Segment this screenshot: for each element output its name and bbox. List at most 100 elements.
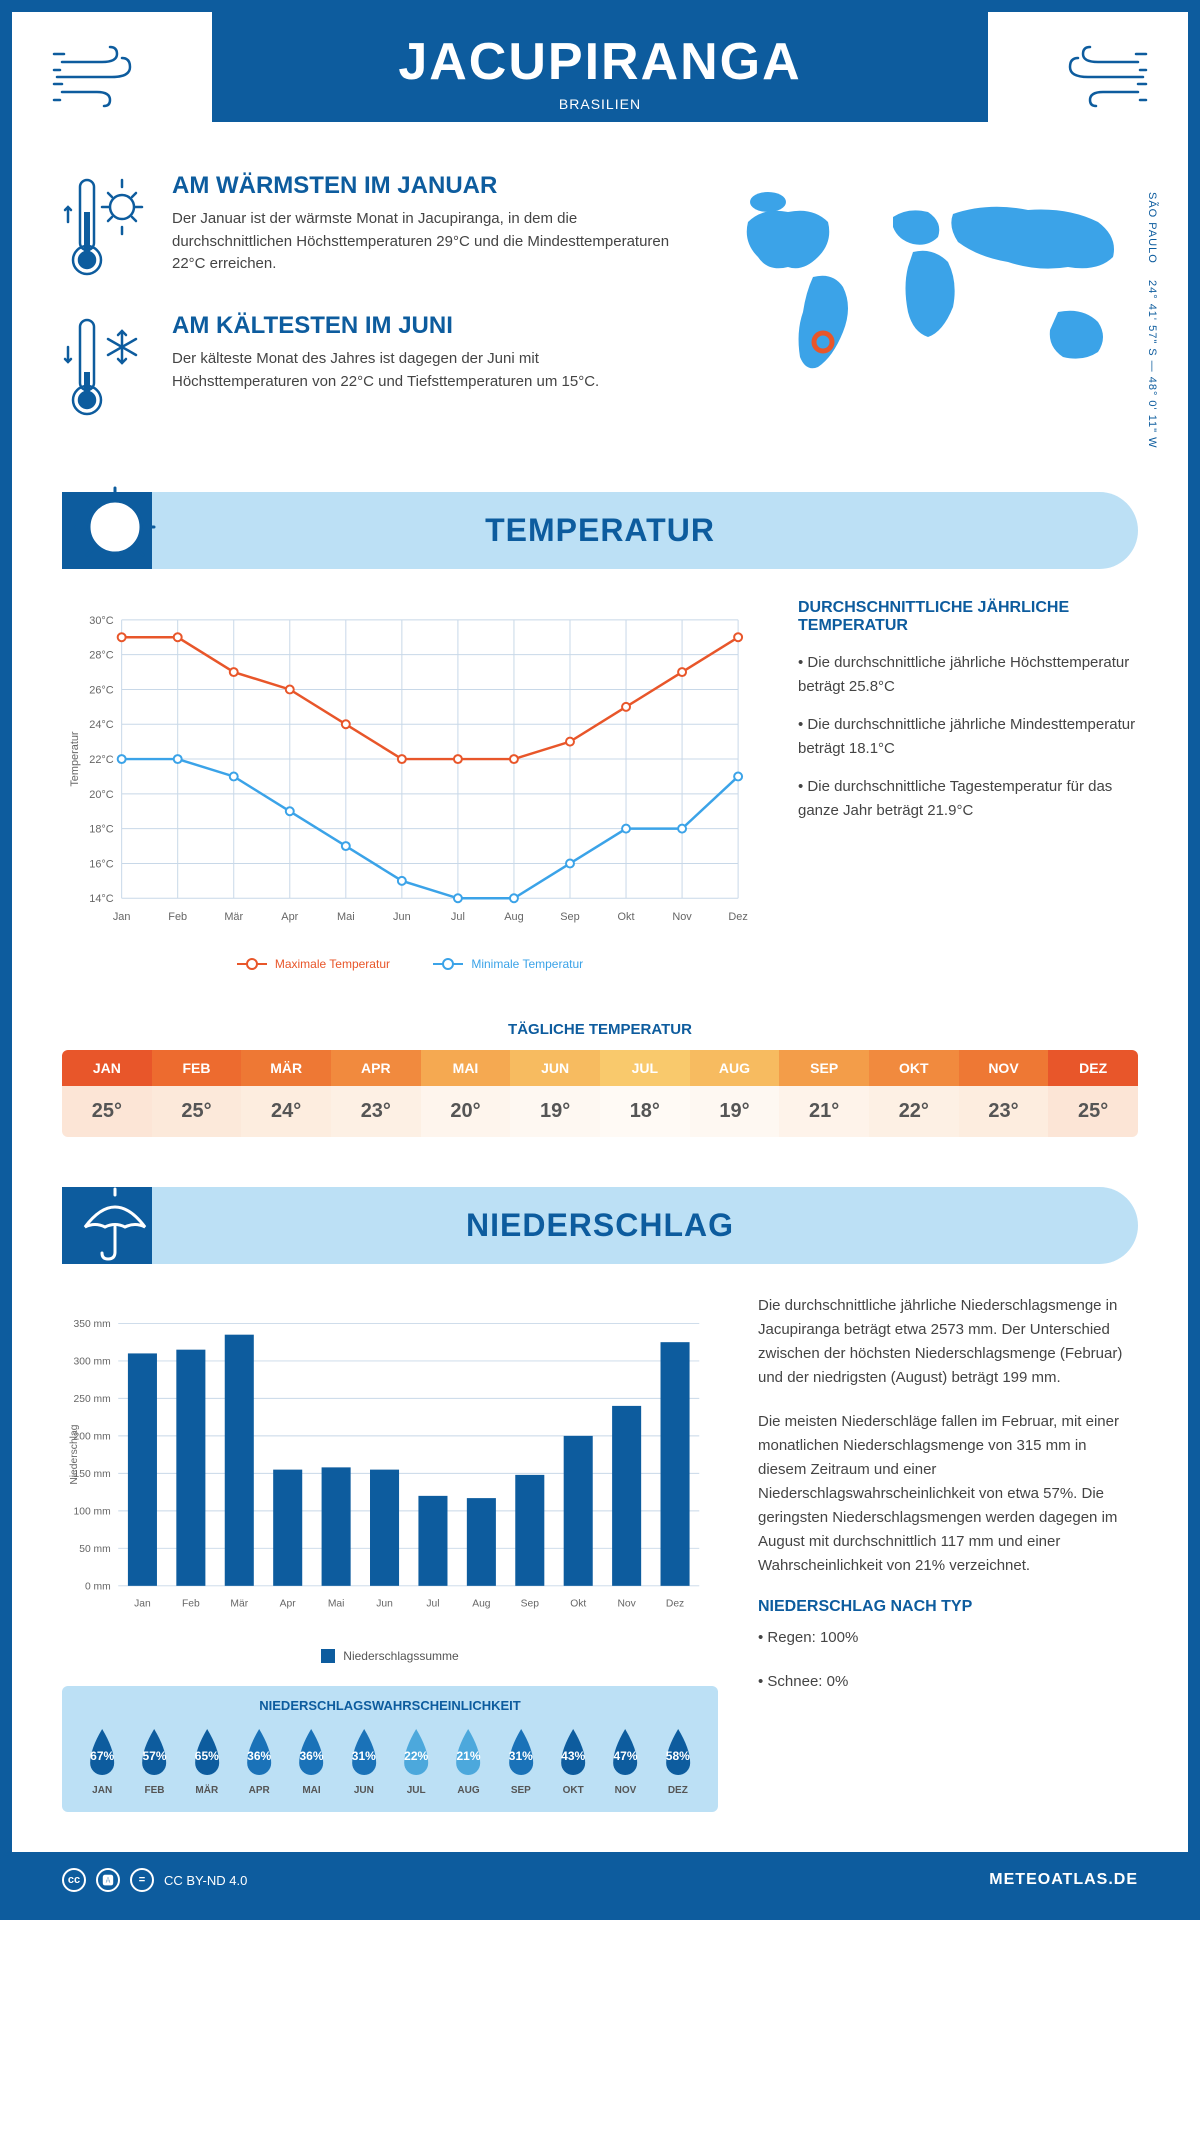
svg-text:250 mm: 250 mm [74,1394,111,1405]
svg-text:Aug: Aug [472,1598,491,1609]
prob-drop: 58% DEZ [654,1725,702,1796]
svg-text:100 mm: 100 mm [74,1507,111,1518]
svg-text:Nov: Nov [617,1598,636,1609]
svg-text:Feb: Feb [182,1598,200,1609]
daily-head: APR [331,1050,421,1086]
sun-icon [70,482,160,572]
temp-bullet-2: • Die durchschnittliche Tagestemperatur … [798,775,1138,823]
svg-text:26°C: 26°C [89,684,114,696]
probability-drops: 67% JAN 57% FEB 65% MÄR 36% APR 36% MAI … [78,1725,702,1796]
footer-brand: METEOATLAS.DE [989,1871,1138,1889]
temp-side-title: DURCHSCHNITTLICHE JÄHRLICHE TEMPERATUR [798,599,1138,635]
daily-value: 23° [959,1086,1049,1137]
temperature-body: 14°C16°C18°C20°C22°C24°C26°C28°C30°CJanF… [12,599,1188,1001]
svg-text:Feb: Feb [168,911,187,923]
temp-legend: Maximale Temperatur Minimale Temperatur [62,954,758,971]
daily-value: 23° [331,1086,421,1137]
precipitation-banner: NIEDERSCHLAG [62,1187,1138,1264]
svg-text:Apr: Apr [280,1598,297,1609]
svg-text:Dez: Dez [666,1598,684,1609]
header-area: JACUPIRANGA BRASILIEN [12,12,1188,122]
precipitation-body: 0 mm50 mm100 mm150 mm200 mm250 mm300 mm3… [12,1294,1188,1852]
daily-value: 19° [690,1086,780,1137]
temp-bullet-1: • Die durchschnittliche jährliche Mindes… [798,713,1138,761]
daily-head: DEZ [1048,1050,1138,1086]
svg-text:18°C: 18°C [89,824,114,836]
nd-icon: = [130,1868,154,1892]
footer-license: cc 🅰 = CC BY-ND 4.0 [62,1868,247,1892]
intro-section: AM WÄRMSTEN IM JANUAR Der Januar ist der… [12,152,1188,492]
page-frame: JACUPIRANGA BRASILIEN [0,0,1200,1920]
daily-head: SEP [779,1050,869,1086]
prob-drop: 43% OKT [549,1725,597,1796]
city-title: JACUPIRANGA [212,32,988,92]
svg-text:Jan: Jan [113,911,131,923]
world-map [718,172,1138,412]
country-subtitle: BRASILIEN [212,96,988,112]
precip-legend: Niederschlagssumme [62,1649,718,1666]
prob-drop: 36% MAI [287,1725,335,1796]
coldest-block: AM KÄLTESTEN IM JUNI Der kälteste Monat … [62,312,678,422]
daily-value: 18° [600,1086,690,1137]
temp-side-text: DURCHSCHNITTLICHE JÄHRLICHE TEMPERATUR •… [798,599,1138,971]
daily-value: 25° [1048,1086,1138,1137]
temp-chart-wrap: 14°C16°C18°C20°C22°C24°C26°C28°C30°CJanF… [62,599,758,971]
daily-value: 25° [62,1086,152,1137]
by-icon: 🅰 [96,1868,120,1892]
precip-left-column: 0 mm50 mm100 mm150 mm200 mm250 mm300 mm3… [62,1294,718,1812]
coordinates: SÃO PAULO 24° 41' 57" S — 48° 0' 11" W [1146,192,1158,448]
svg-text:350 mm: 350 mm [74,1319,111,1330]
svg-text:Jan: Jan [134,1598,151,1609]
daily-value: 20° [421,1086,511,1137]
svg-text:Apr: Apr [281,911,298,923]
daily-head: JAN [62,1050,152,1086]
warmest-text: Der Januar ist der wärmste Monat in Jacu… [172,208,678,276]
svg-text:Mär: Mär [224,911,243,923]
warmest-block: AM WÄRMSTEN IM JANUAR Der Januar ist der… [62,172,678,282]
temp-section-title: TEMPERATUR [62,512,1138,549]
coldest-title: AM KÄLTESTEN IM JUNI [172,312,678,340]
temperature-line-chart: 14°C16°C18°C20°C22°C24°C26°C28°C30°CJanF… [62,599,758,939]
svg-text:24°C: 24°C [89,719,114,731]
svg-text:Sep: Sep [521,1598,540,1609]
daily-head: AUG [690,1050,780,1086]
svg-text:Jul: Jul [451,911,465,923]
thermometer-sun-icon [62,172,152,282]
svg-text:300 mm: 300 mm [74,1357,111,1368]
precip-text-2: Die meisten Niederschläge fallen im Febr… [758,1410,1138,1578]
thermometer-snow-icon [62,312,152,422]
precipitation-bar-chart: 0 mm50 mm100 mm150 mm200 mm250 mm300 mm3… [62,1294,718,1634]
svg-text:Jun: Jun [376,1598,393,1609]
prob-drop: 67% JAN [78,1725,126,1796]
svg-text:Dez: Dez [728,911,747,923]
prob-drop: 65% MÄR [183,1725,231,1796]
wind-icon-left [52,42,142,112]
temperature-banner: TEMPERATUR [62,492,1138,569]
precip-snow: • Schnee: 0% [758,1670,1138,1694]
daily-value: 21° [779,1086,869,1137]
svg-text:16°C: 16°C [89,858,114,870]
svg-text:20°C: 20°C [89,789,114,801]
cc-icon: cc [62,1868,86,1892]
daily-head: MÄR [241,1050,331,1086]
daily-value: 25° [152,1086,242,1137]
coldest-text: Der kälteste Monat des Jahres ist dagege… [172,348,678,393]
intro-text-column: AM WÄRMSTEN IM JANUAR Der Januar ist der… [62,172,678,452]
prob-drop: 57% FEB [130,1725,178,1796]
svg-text:0 mm: 0 mm [85,1582,111,1593]
daily-head: MAI [421,1050,511,1086]
daily-value: 19° [510,1086,600,1137]
svg-text:22°C: 22°C [89,754,114,766]
footer: cc 🅰 = CC BY-ND 4.0 METEOATLAS.DE [12,1852,1188,1908]
warmest-title: AM WÄRMSTEN IM JANUAR [172,172,678,200]
prob-drop: 21% AUG [444,1725,492,1796]
svg-text:Niederschlag: Niederschlag [69,1424,80,1484]
daily-value: 24° [241,1086,331,1137]
map-column: SÃO PAULO 24° 41' 57" S — 48° 0' 11" W [718,172,1138,452]
title-banner: JACUPIRANGA BRASILIEN [212,12,988,122]
prob-drop: 36% APR [235,1725,283,1796]
svg-text:Okt: Okt [618,911,635,923]
prob-drop: 22% JUL [392,1725,440,1796]
precip-right-column: Die durchschnittliche jährliche Niedersc… [758,1294,1138,1812]
svg-text:Jun: Jun [393,911,411,923]
